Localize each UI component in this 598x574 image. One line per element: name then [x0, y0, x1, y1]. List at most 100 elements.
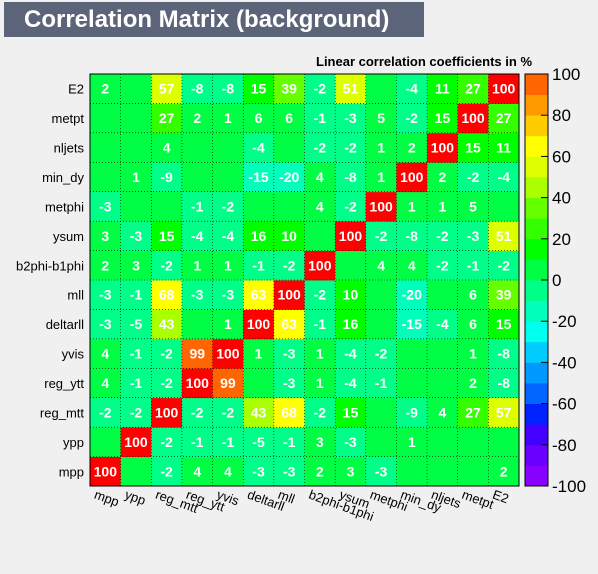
colorbar-tick-label: 0	[552, 271, 561, 290]
heatmap-cell	[273, 132, 305, 163]
cell-value: -2	[436, 228, 449, 244]
heatmap-cell	[151, 280, 183, 310]
heatmap-cell	[396, 221, 428, 251]
heatmap-cell	[488, 221, 520, 251]
heatmap-cell	[396, 338, 428, 369]
heatmap-cell	[120, 456, 152, 487]
heatmap-cell	[365, 191, 397, 222]
heatmap-cell	[90, 456, 122, 487]
colorbar-segment	[525, 218, 548, 240]
heatmap-cell	[488, 338, 520, 369]
cell-value: -2	[160, 463, 173, 479]
cell-value: 16	[343, 316, 359, 332]
heatmap-cell	[273, 397, 305, 428]
heatmap-cell	[427, 309, 459, 340]
heatmap-cell	[396, 397, 428, 428]
heatmap-cell	[457, 191, 489, 222]
cell-value: -2	[99, 404, 112, 420]
heatmap-cell	[488, 368, 520, 399]
heatmap-cell	[335, 162, 367, 193]
heatmap-cell	[212, 103, 244, 134]
heatmap-cell	[212, 132, 244, 163]
heatmap-cell	[151, 221, 183, 251]
y-axis-label: reg_mtt	[40, 405, 84, 420]
y-axis-label: ysum	[53, 229, 84, 244]
heatmap-cell	[457, 280, 489, 310]
heatmap-cell	[273, 250, 305, 281]
cell-value: 5	[377, 110, 385, 126]
colorbar-segment	[525, 259, 548, 281]
heatmap-cell	[90, 250, 122, 281]
colorbar-tick-label: 80	[552, 106, 571, 125]
cell-value: -4	[344, 346, 357, 362]
heatmap-cell	[335, 103, 367, 134]
cell-value: -4	[222, 228, 235, 244]
cell-value: -8	[344, 169, 357, 185]
heatmap-cell	[427, 250, 459, 281]
colorbar-tick-label: -80	[552, 436, 577, 455]
heatmap-cell	[457, 132, 489, 163]
colorbar-tick-label: 20	[552, 230, 571, 249]
heatmap-cell	[335, 309, 367, 340]
heatmap-cell	[304, 74, 336, 104]
cell-value: 1	[377, 169, 385, 185]
y-axis-label: mpp	[59, 464, 84, 479]
heatmap-cell	[304, 280, 336, 310]
heatmap-cell	[304, 309, 336, 340]
heatmap-cell	[181, 338, 213, 369]
heatmap-cell	[90, 221, 122, 251]
colorbar-segment	[525, 94, 548, 116]
heatmap-cell	[243, 427, 275, 457]
heatmap-cell	[90, 427, 122, 457]
cell-value: 4	[224, 463, 232, 479]
cell-value: -9	[406, 404, 419, 420]
heatmap-cell	[304, 338, 336, 369]
heatmap-cell	[488, 103, 520, 134]
cell-value: -2	[344, 140, 357, 156]
cell-value: -1	[191, 198, 204, 214]
cell-value: 100	[308, 257, 332, 273]
cell-value: 5	[469, 198, 477, 214]
colorbar-tick-label: 40	[552, 189, 571, 208]
heatmap-cell	[273, 338, 305, 369]
colorbar-segment	[525, 177, 548, 198]
heatmap-cell	[273, 368, 305, 399]
heatmap-cell	[488, 74, 520, 104]
heatmap-cell	[335, 368, 367, 399]
heatmap-cell	[90, 397, 122, 428]
heatmap-cell	[427, 427, 459, 457]
cell-value: 10	[281, 228, 297, 244]
cell-value: 3	[132, 257, 140, 273]
heatmap-cell	[304, 368, 336, 399]
cell-value: -4	[436, 316, 449, 332]
cell-value: 2	[500, 463, 508, 479]
heatmap-cell	[457, 397, 489, 428]
x-axis-label: mpp	[92, 487, 121, 510]
cell-value: -8	[406, 228, 419, 244]
cell-value: 51	[496, 228, 512, 244]
cell-value: -3	[99, 198, 112, 214]
cell-value: 27	[465, 404, 481, 420]
cell-value: 39	[496, 287, 512, 303]
cell-value: 2	[193, 110, 201, 126]
cell-value: 100	[247, 316, 271, 332]
y-axis-label: ypp	[63, 435, 84, 450]
heatmap-cell	[396, 250, 428, 281]
heatmap-cell	[396, 368, 428, 399]
cell-value: -4	[252, 140, 265, 156]
cell-value: 1	[408, 198, 416, 214]
cell-value: 15	[465, 140, 481, 156]
heatmap-cell	[365, 103, 397, 134]
heatmap-cell	[120, 397, 152, 428]
cell-value: 100	[124, 434, 148, 450]
heatmap-cell	[120, 427, 152, 457]
cell-value: 1	[193, 257, 201, 273]
x-axis-label: mll	[276, 487, 297, 507]
cell-value: -2	[222, 198, 235, 214]
heatmap-cell	[396, 456, 428, 487]
cell-value: 51	[343, 81, 359, 97]
cell-value: -2	[375, 228, 388, 244]
cell-value: -3	[130, 228, 143, 244]
y-axis-label: deltarll	[46, 317, 84, 332]
heatmap-cell	[120, 338, 152, 369]
